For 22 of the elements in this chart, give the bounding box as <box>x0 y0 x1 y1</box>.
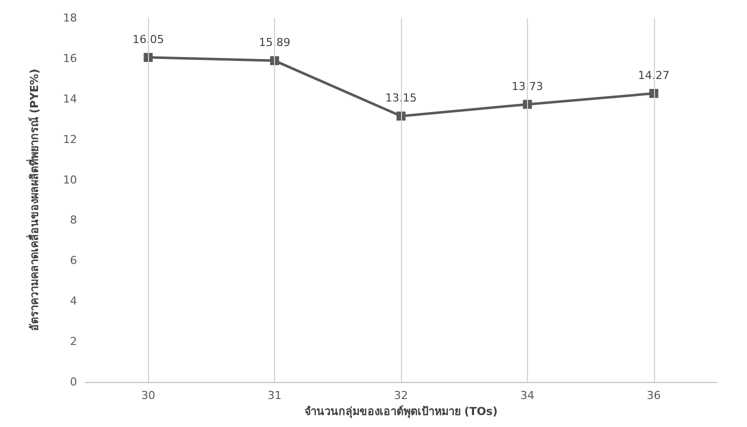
data-label: 14.27 <box>638 68 670 82</box>
y-tick-label: 8 <box>70 214 77 227</box>
x-axis-title: จำนวนกลุ่มของเอาต์พุตเป้าหมาย (TOs) <box>304 405 498 419</box>
y-tick-label: 18 <box>63 12 77 24</box>
y-tick-label: 0 <box>70 376 77 388</box>
x-tick-label: 36 <box>646 389 661 402</box>
x-tick-label: 32 <box>394 389 408 402</box>
x-tick-label: 30 <box>141 389 156 402</box>
data-label: 13.15 <box>385 92 417 105</box>
x-tick-label: 31 <box>268 389 282 402</box>
x-tick-label: 34 <box>520 389 534 402</box>
data-label: 15.89 <box>258 36 290 50</box>
y-tick-label: 10 <box>63 173 77 186</box>
data-label: 16.05 <box>132 32 164 46</box>
y-tick-label: 2 <box>70 335 77 348</box>
y-axis-title: อัตราความคลาดเคลื่อนของผลผลิตที่พยากรณ์ (PYE%) <box>26 68 41 332</box>
y-tick-label: 16 <box>63 52 77 65</box>
y-tick-label: 4 <box>70 294 77 308</box>
y-tick-label: 6 <box>70 254 77 268</box>
y-tick-label: 14 <box>63 92 77 106</box>
y-tick-label: 12 <box>63 132 77 146</box>
data-label: 13.73 <box>512 80 544 93</box>
